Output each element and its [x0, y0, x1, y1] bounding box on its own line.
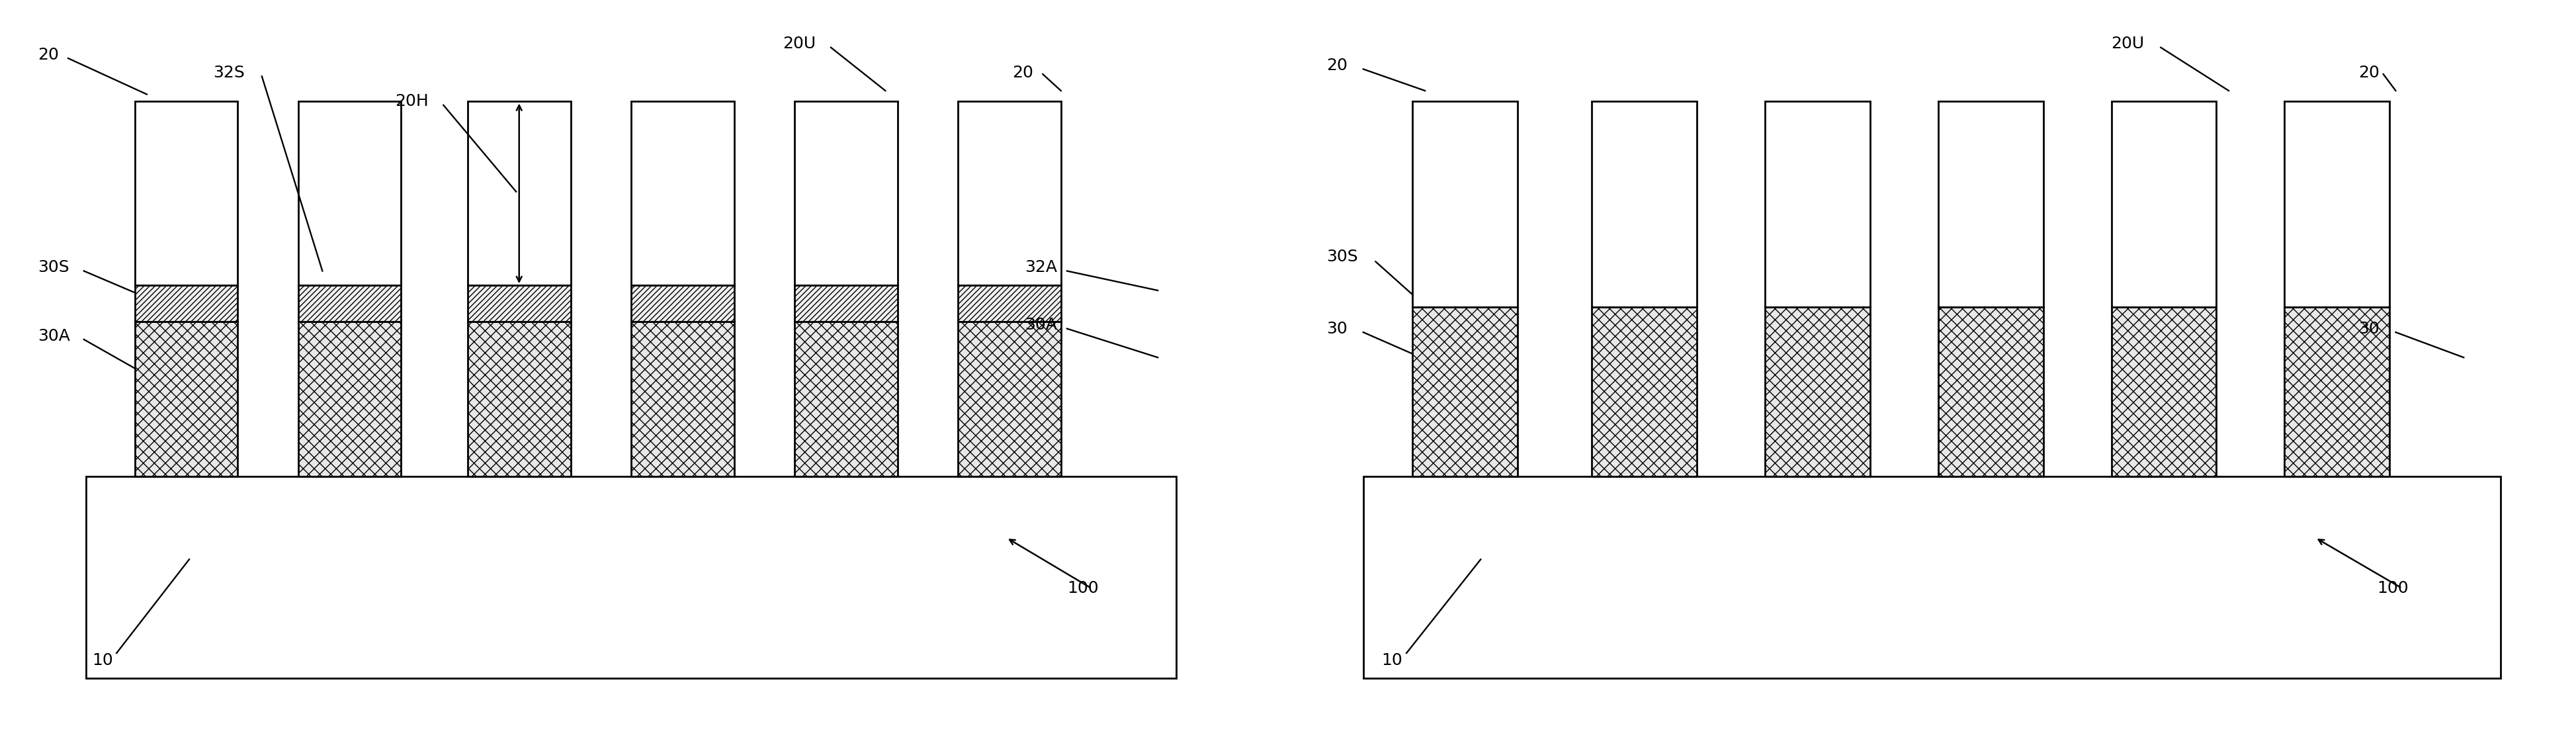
Text: 20: 20 [2360, 65, 2380, 80]
Bar [1765, 101, 1870, 307]
Text: 100: 100 [1066, 581, 1097, 596]
Text: 20U: 20U [783, 36, 817, 52]
Bar [958, 285, 1061, 321]
Bar [793, 321, 896, 476]
Text: 20: 20 [1012, 65, 1033, 80]
Text: 30S: 30S [39, 259, 70, 276]
Bar [631, 101, 734, 285]
Text: 30: 30 [2360, 321, 2380, 336]
Bar [469, 285, 572, 321]
Bar [958, 101, 1061, 285]
Bar [1592, 307, 1698, 476]
Text: 20U: 20U [2112, 36, 2143, 52]
Bar [2285, 101, 2391, 307]
Bar [299, 321, 402, 476]
Bar [134, 101, 237, 285]
Text: 30A: 30A [39, 328, 70, 344]
Bar [1765, 307, 1870, 476]
Text: 20: 20 [1327, 58, 1347, 74]
Bar [1363, 476, 2501, 678]
Bar [793, 101, 896, 285]
Text: 100: 100 [2378, 581, 2409, 596]
Bar [299, 101, 402, 285]
Bar [958, 321, 1061, 476]
Bar [299, 285, 402, 321]
Text: 30S: 30S [1327, 249, 1358, 264]
Bar [631, 285, 734, 321]
Text: 30A: 30A [1025, 317, 1056, 333]
Text: 20H: 20H [394, 94, 428, 110]
Bar [2112, 307, 2215, 476]
Bar [88, 476, 1175, 678]
Text: 32S: 32S [214, 65, 245, 80]
Text: 20: 20 [39, 47, 59, 62]
Bar [134, 285, 237, 321]
Bar [1937, 307, 2043, 476]
Bar [631, 321, 734, 476]
Text: 10: 10 [1381, 653, 1404, 668]
Text: 32A: 32A [1025, 259, 1056, 276]
Bar [1412, 101, 1517, 307]
Bar [2285, 307, 2391, 476]
Bar [1937, 101, 2043, 307]
Bar [134, 321, 237, 476]
Bar [793, 285, 896, 321]
Bar [1592, 101, 1698, 307]
Text: 10: 10 [93, 653, 113, 668]
Bar [469, 101, 572, 285]
Bar [2112, 101, 2215, 307]
Bar [1412, 307, 1517, 476]
Text: 30: 30 [1327, 321, 1347, 336]
Bar [469, 321, 572, 476]
